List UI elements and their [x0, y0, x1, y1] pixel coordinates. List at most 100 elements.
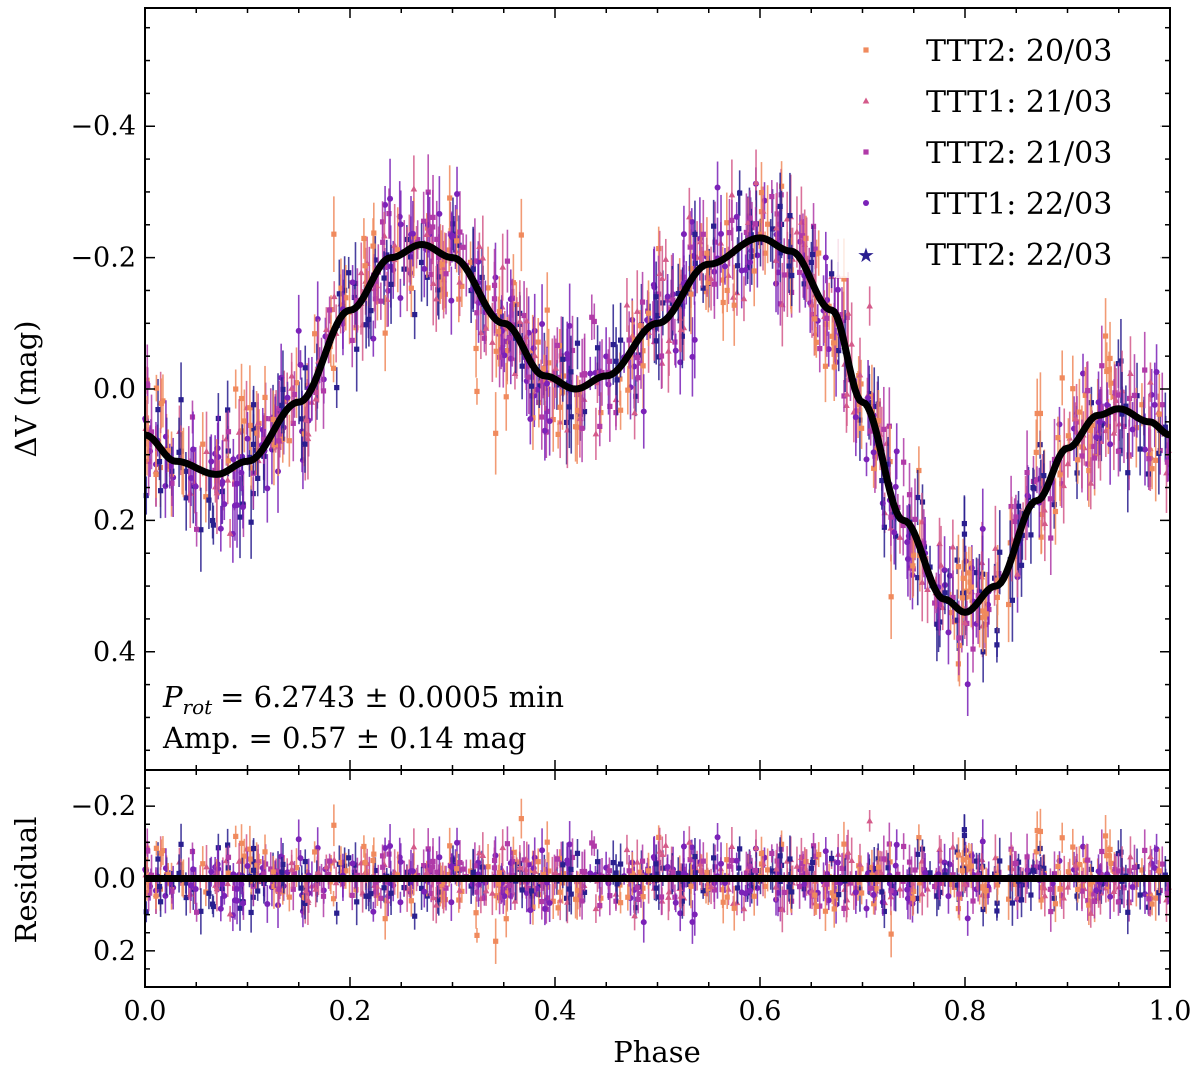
data-point — [1093, 434, 1100, 441]
residual-point — [493, 938, 499, 944]
residual-point — [1153, 895, 1159, 901]
data-point — [783, 215, 791, 222]
residual-point — [656, 834, 662, 840]
data-point — [749, 253, 755, 259]
data-point — [504, 347, 510, 354]
residual-point — [248, 909, 254, 916]
residual-point — [810, 859, 816, 866]
data-point — [575, 407, 581, 414]
residual-point — [145, 848, 151, 854]
residual-point — [640, 894, 646, 900]
residual-point — [276, 886, 282, 892]
data-point — [579, 425, 585, 431]
data-point — [680, 303, 686, 309]
data-point — [956, 635, 962, 641]
residual-point — [980, 884, 986, 890]
residual-point — [299, 885, 305, 891]
residual-point — [868, 885, 874, 891]
residual-point — [302, 858, 308, 865]
residual-point — [665, 888, 673, 895]
residual-point — [675, 871, 681, 877]
residual-point — [758, 850, 765, 857]
data-point — [519, 363, 525, 369]
data-point — [675, 290, 681, 297]
residual-point — [870, 892, 877, 899]
residual-point — [362, 859, 368, 866]
residual-point — [1075, 886, 1081, 893]
x-tick-label: 0.6 — [739, 996, 782, 1027]
residual-point — [1131, 864, 1138, 871]
residual-point — [1137, 892, 1143, 898]
residual-point — [1033, 849, 1039, 855]
residual-point — [428, 890, 434, 897]
residual-point — [747, 887, 754, 894]
residual-point — [288, 865, 295, 872]
residual-point — [592, 905, 600, 912]
residual-point — [787, 856, 793, 862]
data-point — [817, 346, 823, 352]
data-point — [970, 646, 976, 652]
data-point — [555, 431, 561, 437]
residual-point — [564, 857, 571, 864]
residual-point — [729, 857, 735, 864]
residual-point — [225, 842, 231, 848]
data-point — [900, 522, 906, 529]
residual-point — [188, 882, 195, 889]
residual-point — [773, 865, 780, 872]
legend-marker — [862, 97, 870, 104]
data-point — [672, 347, 679, 354]
residual-point — [895, 871, 901, 877]
data-point — [226, 529, 234, 536]
data-point — [597, 423, 603, 430]
data-point — [456, 278, 463, 285]
residual-point — [589, 840, 595, 846]
data-point — [421, 265, 428, 272]
data-point — [435, 287, 441, 293]
data-point — [496, 354, 503, 360]
residual-point — [224, 880, 232, 887]
data-point — [215, 453, 222, 460]
legend-label: TTT2: 21/03 — [926, 136, 1112, 171]
residual-point — [1047, 886, 1053, 892]
residual-point — [808, 865, 814, 871]
residual-point — [844, 854, 850, 860]
data-point — [460, 244, 466, 250]
data-point — [511, 322, 517, 328]
residual-point — [1153, 846, 1160, 853]
data-point — [714, 184, 721, 191]
residual-point — [286, 894, 292, 900]
residual-point — [578, 888, 584, 895]
residual-point — [714, 834, 721, 841]
data-point — [506, 335, 512, 341]
residual-point — [879, 889, 885, 895]
data-point — [564, 350, 571, 357]
data-point — [949, 543, 957, 550]
data-point — [554, 342, 560, 348]
data-point — [997, 549, 1003, 555]
residual-point — [479, 851, 487, 858]
data-point — [430, 224, 436, 230]
residual-point — [1107, 846, 1113, 853]
residual-point — [720, 899, 726, 905]
data-point — [841, 393, 847, 399]
residual-point — [397, 858, 404, 865]
residual-point — [658, 894, 665, 900]
data-point — [1102, 427, 1110, 434]
data-point — [302, 441, 308, 447]
residual-point — [875, 864, 882, 870]
data-point — [843, 390, 851, 397]
residual-point — [423, 869, 431, 876]
residual-point — [581, 889, 588, 895]
residual-point — [1091, 898, 1098, 904]
data-point — [1074, 419, 1080, 425]
data-point — [1115, 392, 1122, 398]
residual-point — [747, 863, 753, 869]
data-point — [617, 376, 623, 382]
residual-point — [387, 843, 394, 850]
residual-point — [623, 846, 631, 853]
data-point — [470, 266, 476, 272]
light-curve-panel: −0.4−0.20.00.20.4 ΔV (mag) TTT2: 20/03TT… — [9, 7, 1172, 771]
residual-point — [858, 866, 864, 872]
data-point — [613, 409, 619, 416]
residual-point — [866, 817, 873, 824]
